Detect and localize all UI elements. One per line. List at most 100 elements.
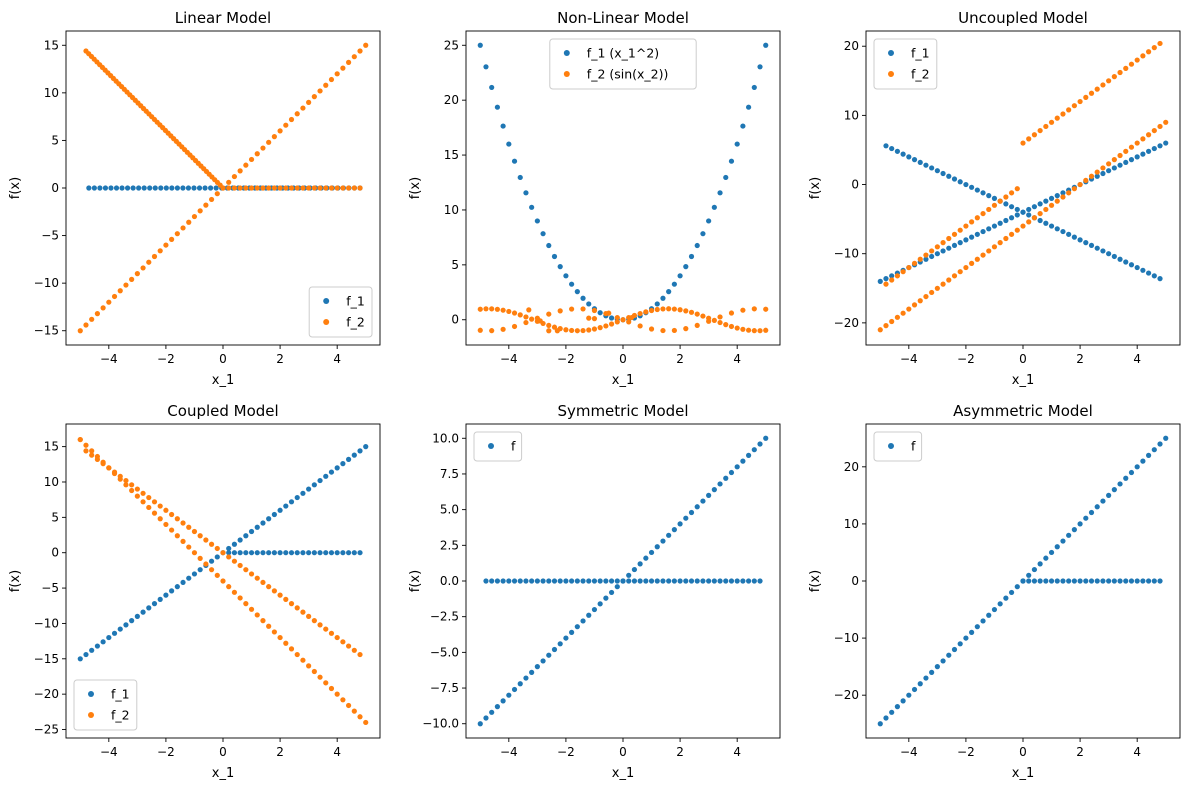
point-f: [877, 721, 883, 727]
point-f-2-sin-x-2: [546, 328, 552, 334]
y-tick-label: 5: [51, 510, 59, 524]
point-f-2-sin-x-2: [746, 327, 752, 333]
point-f-2: [134, 493, 140, 499]
point-f-1-x-1-2: [494, 104, 500, 110]
point-f-2: [317, 674, 323, 680]
point-f: [700, 578, 706, 584]
point-f-2: [146, 504, 152, 511]
point-f-1: [1106, 168, 1112, 174]
point-f: [711, 578, 717, 584]
x-tick-label: 0: [1019, 352, 1027, 366]
point-f: [1048, 578, 1055, 584]
point-f-2: [323, 185, 329, 191]
x-tick-label: −4: [900, 745, 918, 759]
point-f-2: [169, 236, 175, 242]
y-tick-label: −10: [834, 631, 859, 645]
point-f-2: [974, 215, 980, 221]
point-f-2: [191, 213, 198, 220]
point-f-2: [1048, 119, 1055, 125]
point-f-2: [351, 54, 357, 60]
point-f-1: [180, 579, 186, 586]
point-f: [603, 578, 609, 584]
point-f-1: [974, 231, 980, 237]
point-f-1: [1014, 212, 1020, 218]
point-f-1: [163, 592, 169, 598]
point-f-2: [254, 612, 260, 618]
x-axis-label: x_1: [212, 766, 234, 781]
point-f-1: [1066, 231, 1072, 237]
point-f-2-sin-x-2: [671, 306, 677, 312]
point-f-2: [100, 459, 106, 465]
point-f-1-x-1-2: [608, 315, 615, 321]
point-f: [1014, 584, 1020, 590]
point-f-2: [226, 185, 232, 191]
point-f: [906, 692, 912, 698]
legend-marker: [888, 443, 894, 449]
point-f: [700, 498, 706, 504]
point-f-2: [111, 293, 118, 300]
point-f-2: [917, 256, 923, 262]
point-f-2: [220, 185, 226, 191]
point-f-2: [1048, 202, 1055, 208]
point-f-2: [951, 273, 958, 279]
point-f-2: [226, 554, 232, 560]
point-f-2: [271, 588, 277, 594]
point-f-1: [323, 473, 329, 479]
point-f: [1048, 549, 1055, 556]
legend-label: f_1: [911, 46, 930, 61]
point-f-2-sin-x-2: [557, 308, 563, 314]
x-axis-label: x_1: [612, 766, 634, 781]
point-f-1: [1123, 159, 1129, 166]
point-f: [969, 629, 975, 635]
legend: f: [873, 431, 923, 462]
point-f-2-sin-x-2: [711, 317, 717, 323]
point-f-1: [163, 185, 169, 191]
point-f-1: [1128, 262, 1135, 268]
point-f: [883, 715, 889, 721]
point-f-2: [957, 227, 963, 233]
point-f-1: [1094, 173, 1100, 179]
point-f-2: [243, 185, 249, 191]
y-tick-label: 15: [44, 38, 59, 52]
point-f-2: [277, 128, 283, 134]
point-f-2: [346, 702, 352, 709]
point-f-2: [191, 550, 198, 556]
point-f-1: [1157, 143, 1163, 149]
point-f-1: [283, 550, 289, 556]
point-f-1: [883, 143, 889, 149]
point-f-2: [100, 305, 106, 311]
point-f-1-x-1-2: [700, 231, 706, 237]
point-f-2: [357, 651, 363, 658]
legend-marker: [488, 443, 494, 449]
x-tick-label: −4: [100, 352, 118, 366]
point-f-2-sin-x-2: [654, 306, 660, 313]
point-f-2-sin-x-2: [677, 307, 683, 313]
point-f-2: [911, 260, 918, 266]
point-f-2: [317, 622, 323, 628]
point-f: [523, 675, 529, 681]
point-f-2: [1014, 186, 1020, 192]
legend-label: f_1: [111, 687, 130, 702]
point-f-2: [1128, 61, 1135, 67]
point-f-2: [260, 185, 266, 191]
point-f-2: [180, 538, 186, 545]
point-f-1-x-1-2: [683, 264, 689, 270]
point-f-2: [883, 281, 889, 287]
point-f-2: [283, 596, 289, 602]
point-f-1-x-1-2: [586, 301, 592, 307]
point-f-2: [363, 42, 369, 48]
legend-marker: [563, 71, 570, 77]
y-tick-label: 0: [51, 546, 59, 560]
point-f-2: [997, 240, 1003, 246]
point-f-2: [271, 629, 277, 635]
point-f-1: [1157, 276, 1163, 282]
point-f-1-x-1-2: [660, 295, 666, 301]
point-f: [626, 572, 632, 578]
x-tick-label: −4: [900, 352, 918, 366]
legend-label: f_2 (sin(x_2)): [587, 67, 669, 82]
point-f-1: [934, 168, 940, 174]
point-f-1: [108, 185, 114, 191]
point-f-2: [226, 584, 232, 590]
point-f-2: [117, 476, 123, 482]
legend-marker: [323, 298, 330, 304]
